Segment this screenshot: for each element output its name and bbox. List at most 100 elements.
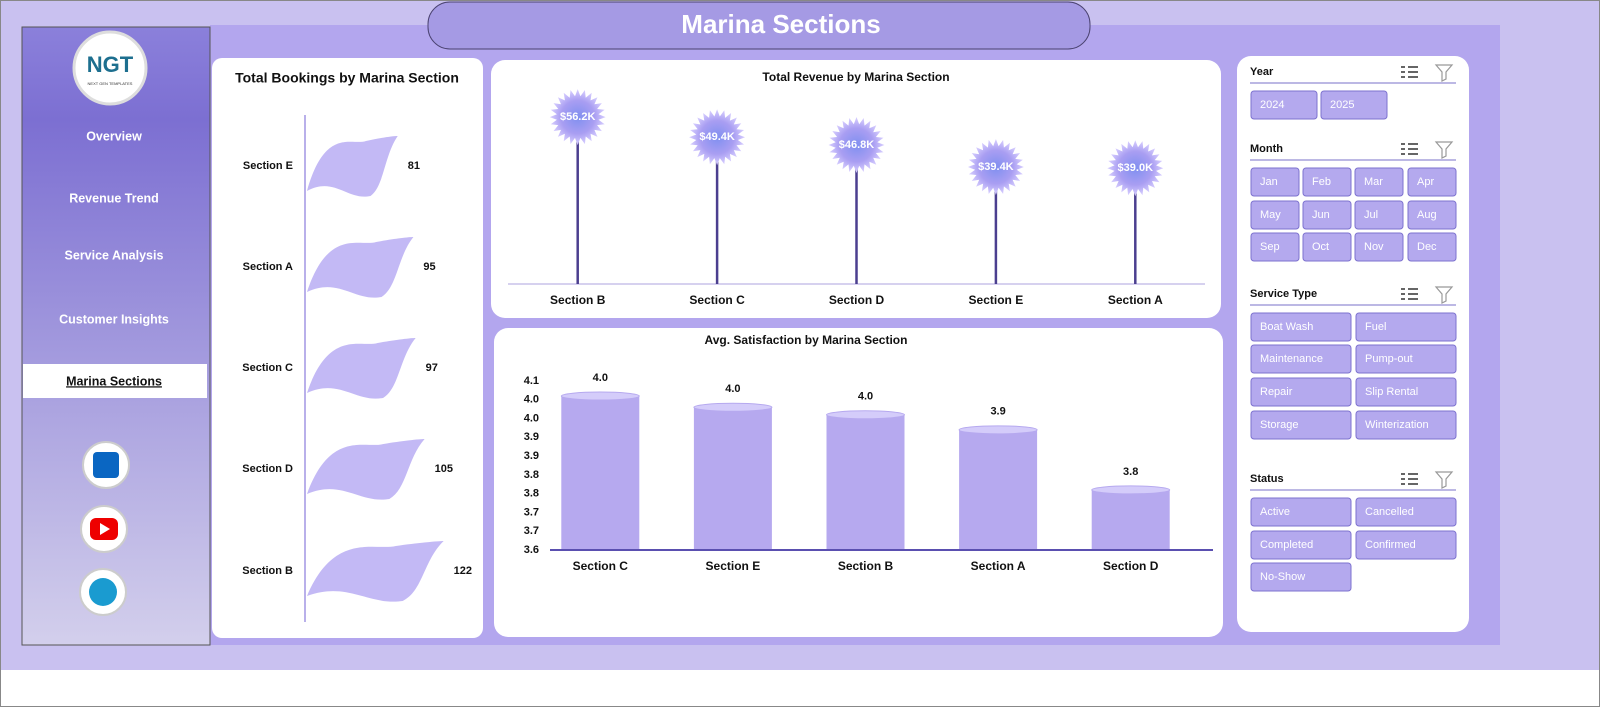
slicer-item[interactable]: Aug <box>1417 209 1437 221</box>
nav-item[interactable]: Service Analysis <box>65 248 164 262</box>
cylinder-top <box>958 425 1038 435</box>
slicer-button[interactable] <box>1250 200 1300 230</box>
logo-tagline: NEXT GEN TEMPLATES <box>88 81 133 86</box>
cylinder-top <box>560 391 640 401</box>
category-label: Section E <box>969 293 1024 307</box>
slicer-button[interactable] <box>1355 497 1457 527</box>
slicer-button[interactable] <box>1320 90 1388 120</box>
starburst <box>549 89 606 146</box>
cylinder-body <box>1091 489 1170 550</box>
slicer-item[interactable]: May <box>1260 209 1281 221</box>
clear-filter-icon[interactable] <box>1434 64 1454 82</box>
slicer-item[interactable]: Jan <box>1260 176 1278 188</box>
slicer-button[interactable] <box>1250 90 1318 120</box>
value-label: 81 <box>408 160 420 172</box>
slicer-item[interactable]: Fuel <box>1365 321 1386 333</box>
slicer-item[interactable]: Apr <box>1417 176 1434 188</box>
slicer-button[interactable] <box>1355 377 1457 407</box>
slicer-button[interactable] <box>1250 497 1352 527</box>
slicer-button[interactable] <box>1250 312 1352 342</box>
slicer-item[interactable]: Winterization <box>1365 419 1429 431</box>
nav-item[interactable]: Overview <box>86 129 142 143</box>
y-tick-label: 3.9 <box>524 450 539 462</box>
slicer-item[interactable]: Mar <box>1364 176 1383 188</box>
flag <box>307 338 416 399</box>
slicer-button[interactable] <box>1250 562 1352 592</box>
slicer-button[interactable] <box>1355 410 1457 440</box>
slicer-button[interactable] <box>1250 232 1300 262</box>
slicer-item[interactable]: No-Show <box>1260 571 1305 583</box>
value-label: $39.0K <box>1118 162 1154 174</box>
nav-item[interactable]: Marina Sections <box>66 374 162 388</box>
slicer-button[interactable] <box>1302 167 1352 197</box>
multi-select-icon[interactable] <box>1401 473 1418 485</box>
value-label: 95 <box>423 261 435 273</box>
slicer-button[interactable] <box>1250 410 1352 440</box>
slicer-button[interactable] <box>1354 200 1404 230</box>
slicer-button[interactable] <box>1355 312 1457 342</box>
starburst <box>967 139 1024 195</box>
slicer-item[interactable]: Oct <box>1312 241 1329 253</box>
social-icons <box>79 441 130 616</box>
chart-title: Total Bookings by Marina Section <box>235 70 459 86</box>
slicer-title: Month <box>1250 143 1283 155</box>
category-label: Section D <box>1103 559 1159 573</box>
value-label: 97 <box>426 362 438 374</box>
slicer-button[interactable] <box>1355 344 1457 374</box>
slicer-item[interactable]: Slip Rental <box>1365 386 1418 398</box>
slicer-button[interactable] <box>1250 344 1352 374</box>
clear-filter-icon[interactable] <box>1434 471 1454 489</box>
slicer-item[interactable]: Storage <box>1260 419 1299 431</box>
cylinder-top <box>693 402 773 412</box>
clear-filter-icon[interactable] <box>1434 286 1454 304</box>
slicer-item[interactable]: 2025 <box>1330 99 1354 111</box>
slicer-button[interactable] <box>1250 530 1352 560</box>
slicer-item[interactable]: Repair <box>1260 386 1293 398</box>
slicer-item[interactable]: Sep <box>1260 241 1280 253</box>
y-tick-label: 3.8 <box>524 488 539 500</box>
category-label: Section C <box>689 293 745 307</box>
slicer-button[interactable] <box>1407 167 1457 197</box>
cylinder-body <box>693 407 772 550</box>
slicer-item[interactable]: 2024 <box>1260 99 1284 111</box>
nav-item[interactable]: Customer Insights <box>59 312 169 326</box>
slicer-item[interactable]: Pump-out <box>1365 353 1413 365</box>
slicer-button[interactable] <box>1250 167 1300 197</box>
slicer-button[interactable] <box>1354 232 1404 262</box>
logo <box>72 30 148 106</box>
slicer-item[interactable]: Boat Wash <box>1260 321 1313 333</box>
y-tick-label: 3.7 <box>524 525 539 537</box>
slicer-button[interactable] <box>1250 377 1352 407</box>
slicer-item[interactable]: Feb <box>1312 176 1331 188</box>
slicer-button[interactable] <box>1407 232 1457 262</box>
slicer-item[interactable]: Maintenance <box>1260 353 1323 365</box>
slicer-title: Service Type <box>1250 288 1317 300</box>
slicer-button[interactable] <box>1407 200 1457 230</box>
slicer-item[interactable]: Jun <box>1312 209 1330 221</box>
slicer-item[interactable]: Nov <box>1364 241 1384 253</box>
multi-select-icon[interactable] <box>1401 143 1418 155</box>
y-tick-label: 4.0 <box>524 412 539 424</box>
category-label: Section C <box>242 362 293 374</box>
multi-select-icon[interactable] <box>1401 288 1418 300</box>
slicer-button[interactable] <box>1302 232 1352 262</box>
chart-title: Total Revenue by Marina Section <box>762 70 949 84</box>
slicer-button[interactable] <box>1302 200 1352 230</box>
slicer-item[interactable]: Active <box>1260 506 1290 518</box>
category-label: Section C <box>573 559 629 573</box>
slicer-button[interactable] <box>1355 530 1457 560</box>
multi-select-icon[interactable] <box>1401 66 1418 78</box>
slicer-button[interactable] <box>1354 167 1404 197</box>
slicer-item[interactable]: Completed <box>1260 539 1313 551</box>
y-tick-label: 3.7 <box>524 506 539 518</box>
category-label: Section A <box>971 559 1026 573</box>
header-pill <box>427 1 1091 50</box>
nav-item[interactable]: Revenue Trend <box>69 191 159 205</box>
slicer-item[interactable]: Dec <box>1417 241 1437 253</box>
slicer-item[interactable]: Jul <box>1364 209 1378 221</box>
y-tick-label: 4.0 <box>524 394 539 406</box>
clear-filter-icon[interactable] <box>1434 141 1454 159</box>
slicer-item[interactable]: Cancelled <box>1365 506 1414 518</box>
slicer-item[interactable]: Confirmed <box>1365 539 1416 551</box>
slicer-title: Year <box>1250 66 1274 78</box>
